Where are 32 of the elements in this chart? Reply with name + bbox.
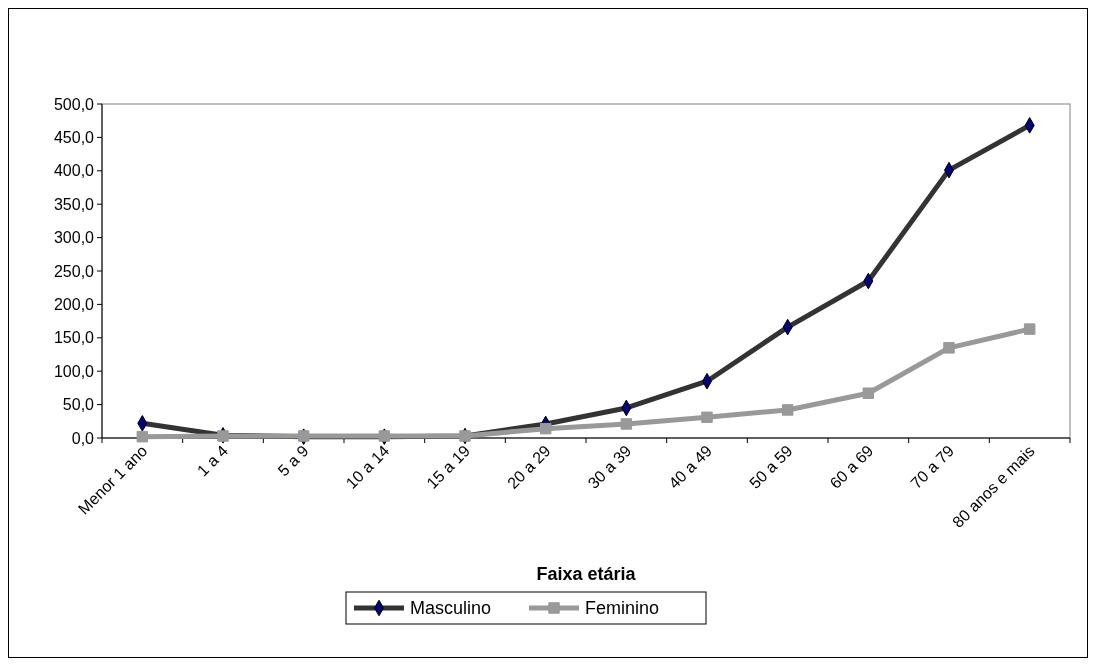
point [862,387,875,399]
x-axis-title: Faixa etária [536,564,637,584]
y-tick-label: 500,0 [53,95,95,113]
legend-label: Masculino [410,598,492,619]
point [136,430,149,443]
point [781,404,794,416]
x-tick-label: 50 a 59 [746,442,796,492]
x-tick-label: 20 a 29 [504,442,554,492]
point [620,418,633,430]
point [539,422,552,435]
x-tick-label: 30 a 39 [584,442,635,492]
x-tick-label: 60 a 69 [826,442,877,492]
x-tick-label: 1 a 4 [193,442,232,480]
x-tick-label: 70 a 79 [907,442,958,492]
y-tick-label: 0,0 [71,429,95,447]
y-tick-label: 250,0 [53,262,95,280]
x-tick-label: 40 a 49 [665,442,716,492]
y-tick-label: 200,0 [53,296,95,313]
legend-label: Feminino [585,598,660,619]
x-tick-label: 15 a 19 [423,442,474,492]
y-tick-label: 450,0 [53,129,95,146]
x-tick-label: 10 a 14 [342,442,393,492]
y-tick-label: 100,0 [53,362,95,380]
y-tick-label: 400,0 [53,162,95,180]
point [701,411,713,424]
y-tick-label: 150,0 [53,329,95,347]
y-tick-label: 50,0 [62,396,95,414]
y-tick-label: 350,0 [53,195,95,213]
point [943,342,955,354]
point [1023,323,1036,335]
x-tick-label: 5 a 9 [274,442,312,480]
y-tick-label: 300,0 [53,229,95,247]
